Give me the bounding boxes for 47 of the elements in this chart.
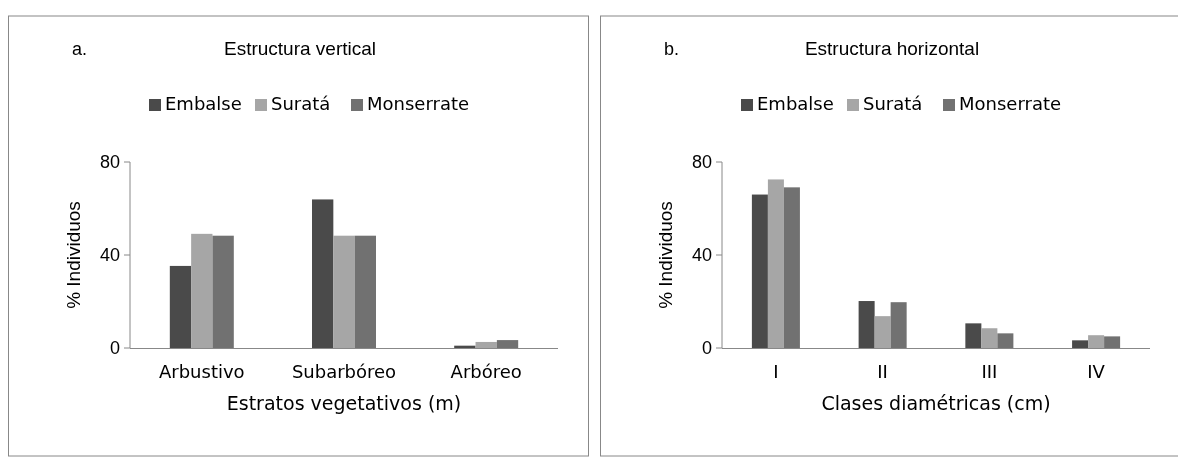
bar xyxy=(783,187,800,348)
chart-title: Estructura horizontal xyxy=(804,38,980,59)
legend-label: Suratá xyxy=(271,93,331,114)
bar xyxy=(858,301,875,348)
bar xyxy=(169,265,192,348)
bar xyxy=(354,235,376,348)
bar xyxy=(981,328,998,348)
legend-label: Monserrate xyxy=(959,93,1062,114)
bar xyxy=(312,199,334,348)
x-tick-label: Arbóreo xyxy=(450,361,522,382)
bar xyxy=(1088,335,1105,348)
y-tick-label: 40 xyxy=(691,245,712,266)
x-tick-label: I xyxy=(773,361,779,382)
bar xyxy=(965,323,982,348)
y-tick-label: 40 xyxy=(99,245,120,266)
y-tick-label: 80 xyxy=(99,152,120,173)
chart-title: Estructura vertical xyxy=(223,38,377,59)
bar xyxy=(874,316,891,348)
x-tick-label: II xyxy=(877,361,888,382)
y-tick-label: 80 xyxy=(691,152,712,173)
bar xyxy=(1072,340,1089,348)
legend-label: Suratá xyxy=(863,93,923,114)
y-tick-label: 0 xyxy=(109,338,120,359)
legend-label: Embalse xyxy=(757,93,834,114)
x-tick-label: IV xyxy=(1087,361,1106,382)
y-axis-title: % Individuos xyxy=(63,201,84,309)
bar xyxy=(997,333,1014,348)
text: a. xyxy=(72,39,88,59)
y-tick-label: 0 xyxy=(701,338,712,359)
x-tick-label: Arbustivo xyxy=(158,361,245,382)
bar xyxy=(751,194,768,348)
bar xyxy=(212,235,234,348)
bar xyxy=(475,341,497,348)
bar xyxy=(767,179,784,348)
legend-label: Monserrate xyxy=(367,93,470,114)
x-tick-label: III xyxy=(981,361,998,382)
text: b. xyxy=(664,39,680,59)
bar xyxy=(496,340,519,348)
bar xyxy=(890,302,907,348)
x-axis-title: Estratos vegetativos (m) xyxy=(226,392,462,414)
legend-label: Embalse xyxy=(165,93,242,114)
bar xyxy=(333,235,355,348)
x-tick-label: Subarbóreo xyxy=(291,361,397,382)
bar xyxy=(1104,336,1121,348)
y-axis-title: % Individuos xyxy=(655,201,676,309)
x-axis-title: Clases diamétricas (cm) xyxy=(821,392,1051,414)
bar xyxy=(191,233,213,348)
